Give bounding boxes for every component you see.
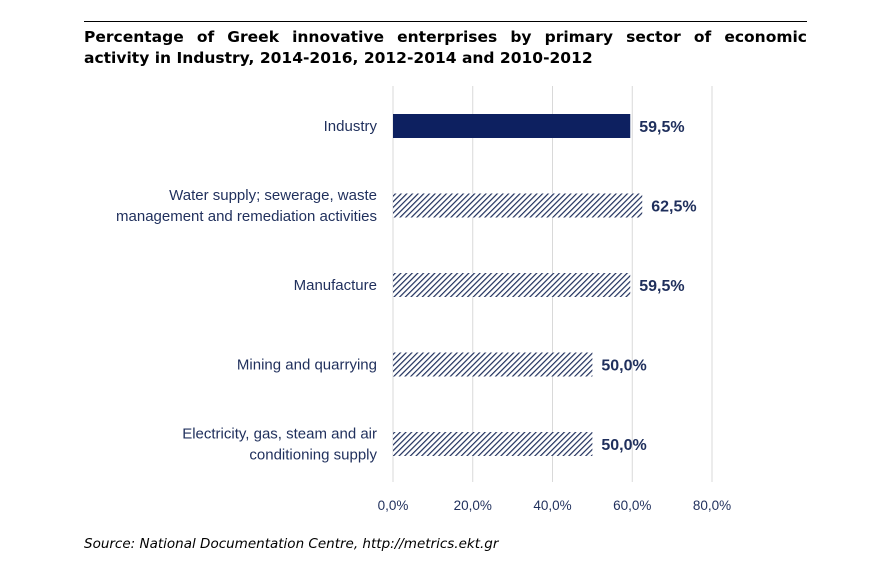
bar bbox=[393, 114, 631, 138]
data-label: 59,5% bbox=[639, 278, 684, 295]
category-label: Mining and quarrying bbox=[237, 357, 377, 374]
category-label: Water supply; sewerage, waste bbox=[169, 187, 377, 204]
x-tick-label: 40,0% bbox=[533, 498, 571, 513]
category-label: Manufacture bbox=[294, 277, 377, 294]
data-label: 59,5% bbox=[639, 119, 684, 136]
data-label: 62,5% bbox=[651, 199, 696, 216]
labels: 0,0% 20,0% 40,0% 60,0% 80,0% Industry 59,5% Wat… bbox=[116, 118, 731, 513]
category-label: management and remediation activities bbox=[116, 208, 377, 225]
bar bbox=[393, 273, 631, 297]
bar bbox=[393, 352, 593, 377]
x-tick-label: 80,0% bbox=[693, 498, 731, 513]
source-note: Source: National Documentation Centre, h… bbox=[84, 536, 499, 552]
x-tick-label: 20,0% bbox=[454, 498, 492, 513]
data-label: 50,0% bbox=[601, 437, 646, 454]
chart-title: Percentage of Greek innovative enterpris… bbox=[84, 28, 807, 67]
x-tick-label: 0,0% bbox=[378, 498, 409, 513]
category-label: conditioning supply bbox=[249, 447, 377, 464]
x-tick-label: 60,0% bbox=[613, 498, 651, 513]
title-top-rule bbox=[84, 21, 807, 22]
bar bbox=[393, 193, 643, 218]
data-label: 50,0% bbox=[601, 358, 646, 375]
category-label: Electricity, gas, steam and air bbox=[182, 426, 377, 443]
category-label: Industry bbox=[324, 118, 378, 135]
bar bbox=[393, 432, 593, 456]
bars bbox=[393, 114, 643, 456]
